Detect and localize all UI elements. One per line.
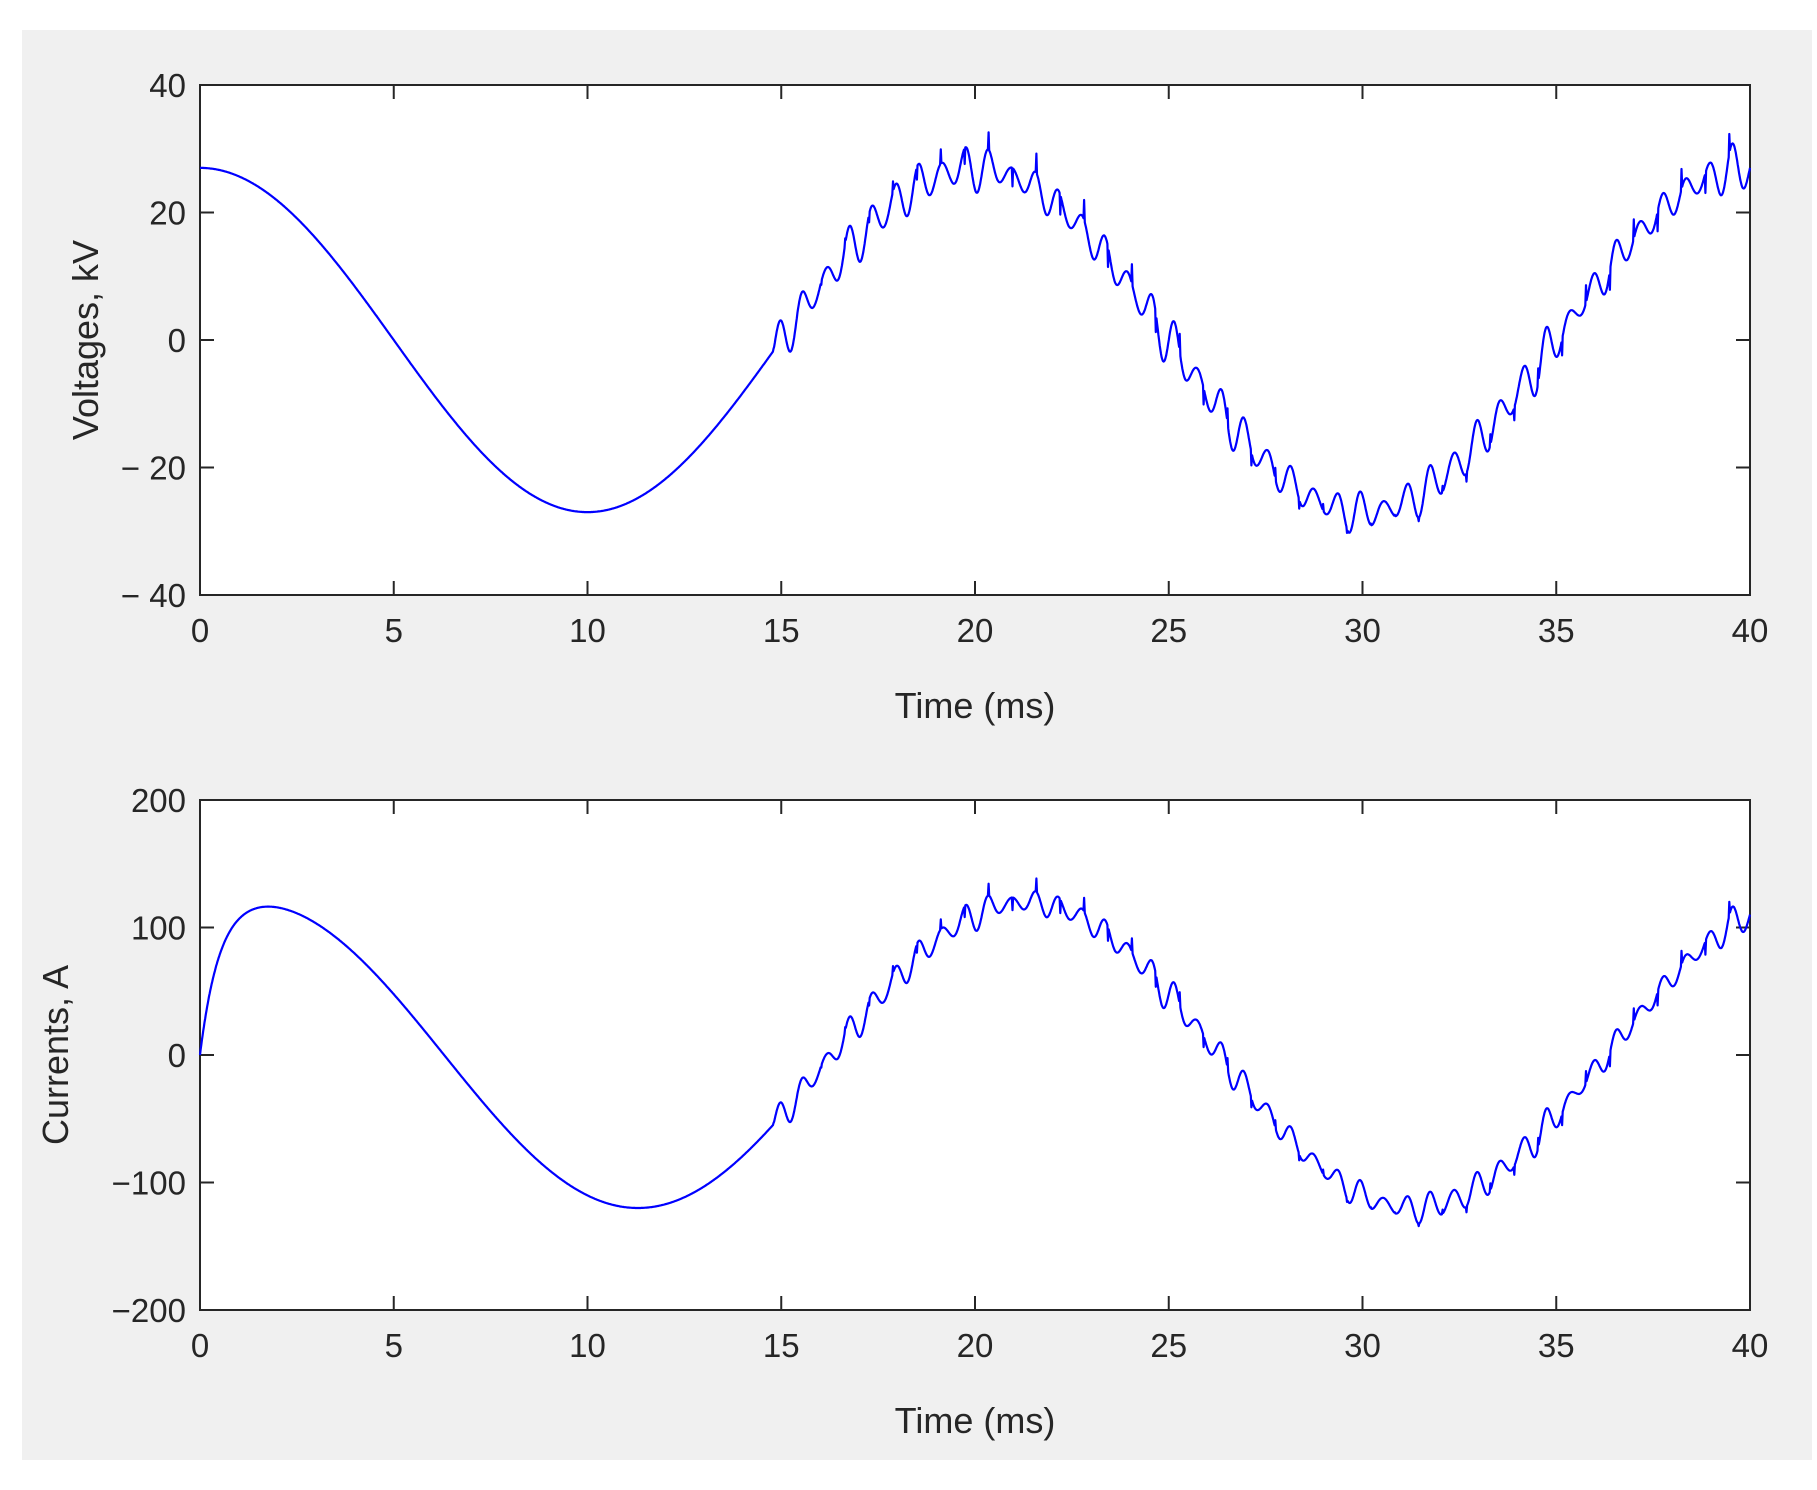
- current-x-tick-label: 15: [763, 1327, 800, 1364]
- voltage-x-tick-label: 35: [1538, 612, 1575, 649]
- current-chart: 0 5 10 15 20 25 30 35 40 200 100 0 −100 −200 Time (m…: [35, 782, 1768, 1441]
- current-y-tick-label: 200: [131, 782, 186, 819]
- voltage-y-tick-label: − 40: [121, 577, 186, 614]
- current-x-tick-label: 25: [1150, 1327, 1187, 1364]
- current-x-tick-label: 5: [385, 1327, 403, 1364]
- current-x-tick-label: 40: [1732, 1327, 1769, 1364]
- current-y-tick-labels: 200 100 0 −100 −200: [112, 782, 186, 1329]
- current-x-tick-label: 30: [1344, 1327, 1381, 1364]
- voltage-x-tick-label: 40: [1732, 612, 1769, 649]
- voltage-x-tick-label: 10: [569, 612, 606, 649]
- voltage-x-tick-label: 25: [1150, 612, 1187, 649]
- voltage-axis-ticks: [199, 84, 1751, 596]
- current-x-tick-labels: 0 5 10 15 20 25 30 35 40: [191, 1327, 1769, 1364]
- current-axis-ticks: [199, 799, 1751, 1311]
- voltage-x-tick-labels: 0 5 10 15 20 25 30 35 40: [191, 612, 1769, 649]
- voltage-y-tick-labels: 40 20 0 − 20 − 40: [121, 67, 186, 614]
- voltage-plot-area: [199, 84, 1751, 596]
- voltage-x-tick-label: 20: [957, 612, 994, 649]
- current-x-axis-label: Time (ms): [895, 1400, 1056, 1441]
- voltage-x-tick-label: 0: [191, 612, 209, 649]
- voltage-y-tick-label: − 20: [121, 450, 186, 487]
- voltage-x-tick-label: 30: [1344, 612, 1381, 649]
- current-x-tick-label: 35: [1538, 1327, 1575, 1364]
- current-y-tick-label: −200: [112, 1292, 186, 1329]
- current-y-axis-label: Currents, A: [35, 965, 76, 1145]
- current-y-tick-label: −100: [112, 1165, 186, 1202]
- current-x-tick-label: 0: [191, 1327, 209, 1364]
- voltage-y-tick-label: 40: [149, 67, 186, 104]
- current-x-tick-label: 10: [569, 1327, 606, 1364]
- voltage-y-tick-label: 0: [168, 322, 186, 359]
- voltage-chart: 0 5 10 15 20 25 30 35 40 40 20 0 − 20 − 40 Time (ms)…: [65, 67, 1768, 726]
- current-y-tick-label: 100: [131, 910, 186, 947]
- voltage-x-tick-label: 15: [763, 612, 800, 649]
- current-series-line: [198, 877, 1752, 1228]
- voltage-x-tick-label: 5: [385, 612, 403, 649]
- current-plot-area: [199, 799, 1751, 1311]
- voltage-y-tick-label: 20: [149, 195, 186, 232]
- voltage-series-line: [199, 131, 1752, 534]
- voltage-x-axis-label: Time (ms): [895, 685, 1056, 726]
- current-x-tick-label: 20: [957, 1327, 994, 1364]
- current-y-tick-label: 0: [168, 1037, 186, 1074]
- voltage-y-axis-label: Voltages, kV: [65, 240, 106, 440]
